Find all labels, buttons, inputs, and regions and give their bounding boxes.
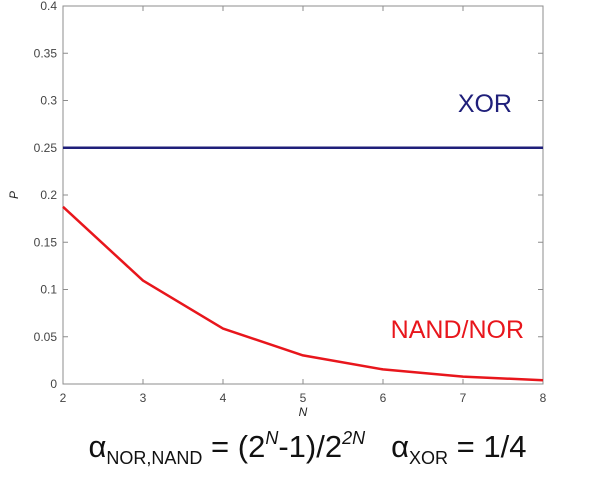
y-tick-label: 0.3 [40, 94, 57, 108]
series-label-xor: XOR [458, 90, 512, 118]
x-tick-label: 5 [300, 391, 307, 405]
formula-part: -1)/2 [278, 429, 343, 464]
x-tick-label: 7 [460, 391, 467, 405]
series-line-nand-nor [62, 205, 544, 382]
y-tick-label: 0.25 [34, 141, 58, 155]
y-axis: 0 0.05 0.1 0.15 0.2 0.25 0.3 0.35 0.4 [34, 0, 543, 391]
x-tick-label: 8 [540, 391, 547, 405]
x-axis: 2 3 4 5 6 7 8 [60, 6, 547, 405]
y-tick-label: 0.05 [34, 330, 58, 344]
formula-exponent-n: N [265, 428, 279, 448]
y-tick-label: 0.4 [40, 0, 57, 13]
alpha-symbol: α [391, 429, 410, 464]
y-tick-label: 0.15 [34, 235, 58, 249]
alpha-subscript-xor: XOR [409, 448, 449, 468]
y-tick-label: 0.1 [40, 283, 57, 297]
x-axis-label: N [299, 405, 308, 419]
y-tick-label: 0.2 [40, 188, 57, 202]
alpha-subscript-nor-nand: NOR,NAND [106, 448, 203, 468]
formula-exponent-2n: 2N [342, 428, 366, 448]
series-label-nand-nor: NAND/NOR [391, 316, 524, 344]
x-tick-label: 6 [380, 391, 387, 405]
formula-caption: αNOR,NAND = (2N-1)/22N αXOR = 1/4 [0, 428, 615, 469]
y-tick-label: 0 [50, 377, 57, 391]
x-tick-label: 2 [60, 391, 67, 405]
y-axis-label: P [7, 191, 21, 199]
formula-part: = (2 [202, 429, 266, 464]
formula-part: = 1/4 [448, 429, 527, 464]
x-tick-label: 3 [140, 391, 147, 405]
x-tick-label: 4 [220, 391, 227, 405]
y-tick-label: 0.35 [34, 46, 58, 60]
series-lines [62, 146, 544, 382]
alpha-symbol: α [88, 429, 107, 464]
